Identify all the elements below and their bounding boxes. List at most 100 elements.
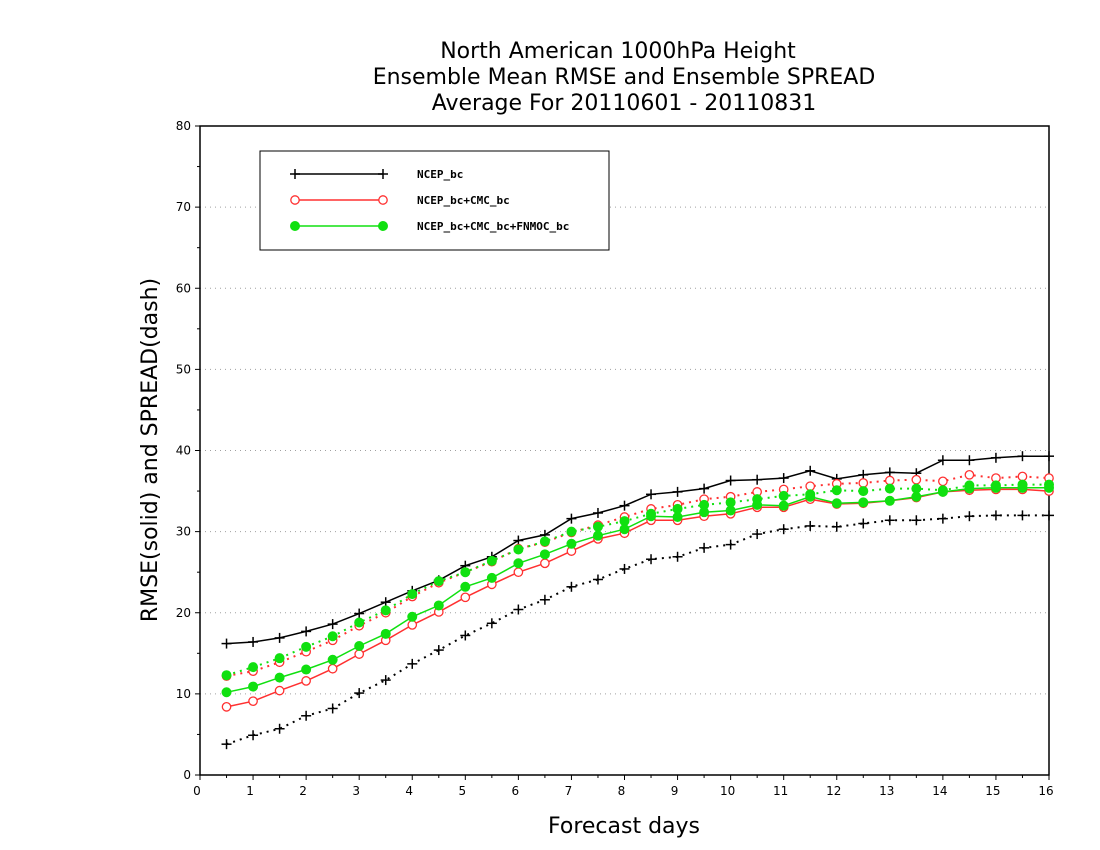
data-point	[699, 507, 710, 518]
legend-item: NCEP_bc+CMC_bc	[290, 194, 510, 207]
x-tick-label: 9	[671, 784, 679, 798]
data-point	[407, 589, 418, 600]
data-point	[566, 513, 577, 524]
data-point	[407, 611, 418, 622]
data-point	[221, 687, 232, 698]
data-point	[858, 478, 869, 488]
chart-title-line-1: North American 1000hPa Height	[440, 39, 796, 64]
legend-label: NCEP_bc+CMC_bc+FNMOC_bc	[417, 220, 569, 233]
data-point	[592, 521, 603, 532]
data-point	[513, 558, 524, 569]
data-point	[354, 649, 365, 659]
data-point	[354, 688, 365, 699]
data-point	[592, 507, 603, 518]
data-point	[1017, 451, 1028, 462]
data-point	[1017, 482, 1028, 493]
data-point	[831, 498, 842, 509]
series-1	[221, 469, 1054, 712]
y-tick-label: 80	[176, 119, 191, 133]
x-tick-label: 5	[458, 784, 466, 798]
x-axis-label: Forecast days	[548, 814, 700, 839]
data-point	[301, 641, 312, 652]
series-0	[221, 451, 1054, 750]
data-point	[460, 581, 471, 592]
series-spread-line	[226, 473, 1050, 677]
legend-item: NCEP_bc	[290, 168, 463, 181]
x-tick-label: 10	[720, 784, 735, 798]
data-point	[778, 524, 789, 535]
data-point	[619, 524, 630, 535]
data-point	[513, 567, 524, 578]
data-point	[592, 530, 603, 541]
data-point	[699, 542, 710, 553]
data-point	[938, 476, 948, 487]
data-point	[1044, 510, 1054, 521]
legend-marker	[378, 169, 388, 179]
y-tick-label: 50	[176, 362, 191, 376]
data-point	[539, 594, 550, 605]
data-point	[460, 630, 471, 641]
data-point	[778, 473, 789, 484]
x-tick-label: 15	[985, 784, 1000, 798]
data-point	[646, 511, 657, 522]
chart-title: North American 1000hPa Height Ensemble M…	[373, 39, 876, 116]
data-point	[884, 495, 895, 506]
data-point	[566, 526, 577, 537]
data-point	[592, 574, 603, 585]
data-point	[513, 604, 524, 615]
data-point	[486, 572, 497, 583]
data-point	[274, 723, 285, 734]
data-point	[911, 474, 922, 485]
data-point	[327, 654, 338, 665]
series-2	[221, 479, 1054, 698]
data-point	[221, 638, 232, 649]
data-point	[539, 536, 550, 547]
data-point	[619, 500, 630, 511]
series-spread-line	[226, 514, 1049, 746]
data-point	[221, 670, 232, 681]
data-point	[911, 491, 922, 502]
data-point	[380, 628, 391, 639]
data-point	[964, 455, 975, 466]
data-point	[646, 554, 657, 565]
data-point	[327, 631, 338, 642]
data-point	[301, 626, 312, 637]
data-point	[221, 702, 232, 712]
data-point	[248, 696, 258, 707]
data-point	[964, 483, 975, 494]
y-tick-label: 40	[176, 444, 191, 458]
series-spread-line	[226, 483, 1049, 677]
y-tick-label: 70	[176, 200, 191, 214]
data-point	[354, 617, 365, 628]
x-tick-label: 12	[826, 784, 841, 798]
legend-label: NCEP_bc	[417, 168, 463, 181]
x-tick-label: 8	[618, 784, 626, 798]
data-point	[725, 475, 736, 486]
grid	[200, 206, 1049, 695]
data-point	[805, 491, 816, 502]
data-point	[672, 486, 683, 497]
data-point	[672, 512, 683, 523]
data-point	[274, 653, 285, 664]
legend-marker	[290, 169, 300, 179]
data-point	[301, 710, 312, 721]
data-point	[964, 511, 975, 522]
y-tick-label: 30	[176, 525, 191, 539]
x-tick-label: 6	[512, 784, 520, 798]
data-point	[327, 619, 338, 630]
chart-title-line-3: Average For 20110601 - 20110831	[432, 91, 817, 116]
data-point	[354, 608, 365, 619]
y-tick-label: 20	[176, 606, 191, 620]
y-tick-label: 60	[176, 281, 191, 295]
x-tick-label: 7	[565, 784, 573, 798]
y-tick-label: 0	[183, 768, 191, 782]
data-point	[937, 513, 948, 524]
data-point	[805, 520, 816, 531]
data-point	[460, 567, 471, 578]
chart-title-line-2: Ensemble Mean RMSE and Ensemble SPREAD	[373, 65, 876, 90]
data-point	[486, 555, 497, 566]
x-tick-label: 13	[879, 784, 894, 798]
data-point	[752, 499, 763, 510]
legend-marker	[290, 195, 300, 205]
x-tick-label: 4	[405, 784, 413, 798]
